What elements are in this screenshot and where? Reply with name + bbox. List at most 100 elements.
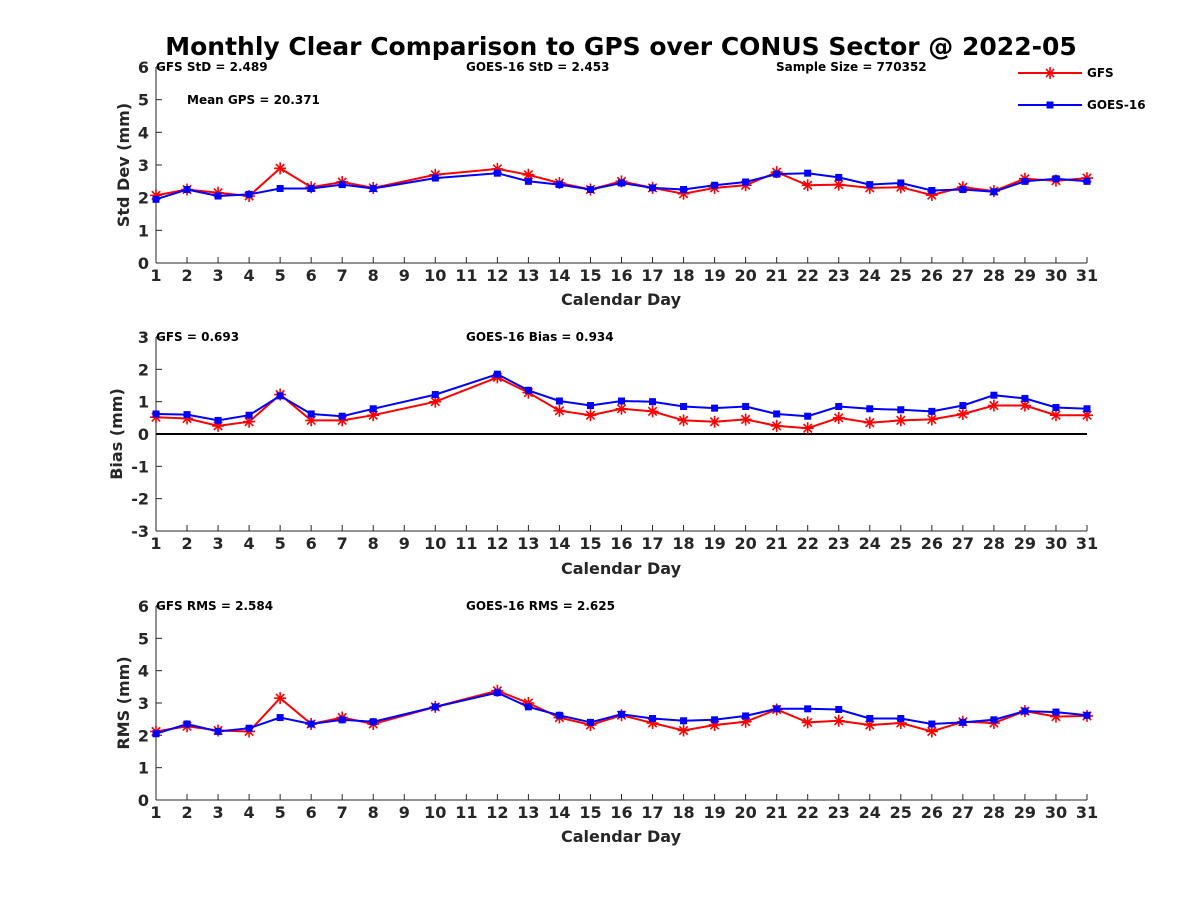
x-tick-label: 13 (517, 803, 539, 822)
x-axis-label: Calendar Day (561, 290, 682, 309)
series-goes-16-point (773, 170, 781, 178)
y-tick-label: 1 (138, 759, 149, 778)
series-goes-16-point (711, 181, 719, 189)
series-gfs-point (367, 409, 380, 422)
series-goes-16-point (245, 724, 253, 732)
series-goes-16-point (711, 716, 719, 724)
y-axis-label: RMS (mm) (114, 656, 133, 749)
series-goes-16-point (555, 181, 563, 189)
x-tick-label: 26 (921, 803, 943, 822)
x-tick-label: 15 (579, 534, 601, 553)
x-tick-label: 20 (735, 803, 757, 822)
x-tick-label: 8 (368, 803, 379, 822)
series-gfs-point (646, 405, 659, 418)
x-tick-label: 26 (921, 534, 943, 553)
x-tick-label: 7 (337, 266, 348, 285)
x-tick-label: 12 (486, 803, 508, 822)
x-tick-label: 26 (921, 266, 943, 285)
series-gfs-point (615, 402, 628, 415)
x-tick-label: 14 (548, 803, 570, 822)
x-tick-label: 17 (641, 803, 663, 822)
series-gfs-point (553, 404, 566, 417)
annotation-goes16-rms: GOES-16 RMS = 2.625 (466, 599, 615, 613)
series-goes-16-point (866, 181, 874, 189)
x-tick-label: 4 (244, 266, 255, 285)
series-gfs-point (832, 411, 845, 424)
x-tick-label: 4 (244, 534, 255, 553)
x-tick-label: 25 (890, 803, 912, 822)
x-tick-label: 28 (983, 534, 1005, 553)
x-tick-label: 9 (399, 803, 410, 822)
y-axis-label: Bias (mm) (107, 388, 126, 480)
x-tick-label: 18 (672, 803, 694, 822)
x-tick-label: 3 (212, 803, 223, 822)
series-goes-16-point (431, 391, 439, 399)
series-goes-16-point (990, 391, 998, 399)
x-tick-label: 19 (703, 534, 725, 553)
y-tick-label: 2 (138, 189, 149, 208)
series-goes-16-point (338, 181, 346, 189)
series-gfs-point (863, 718, 876, 731)
series-gfs-point (801, 422, 814, 435)
series-goes-16-point (338, 412, 346, 420)
x-tick-label: 11 (455, 534, 477, 553)
x-tick-label: 22 (797, 803, 819, 822)
x-tick-label: 2 (181, 803, 192, 822)
x-tick-label: 10 (424, 803, 446, 822)
x-tick-label: 9 (399, 266, 410, 285)
series-goes-16-point (245, 190, 253, 198)
series-gfs-point (708, 415, 721, 428)
series-goes-16-point (152, 410, 160, 418)
x-tick-label: 21 (766, 266, 788, 285)
series-goes-16-point (680, 186, 688, 193)
series-goes-16-point (835, 705, 843, 713)
annotation-gfs-std: GFS StD = 2.489 (156, 60, 268, 74)
x-tick-label: 23 (828, 534, 850, 553)
x-tick-label: 20 (735, 534, 757, 553)
series-goes-16-point (928, 407, 936, 415)
series-goes-16-point (959, 402, 967, 410)
series-goes-16-point (152, 730, 160, 738)
series-gfs-point (646, 717, 659, 730)
series-gfs-point (1018, 399, 1031, 412)
series-gfs-point (925, 189, 938, 202)
series-goes-16-point (1083, 711, 1091, 719)
x-tick-label: 8 (368, 266, 379, 285)
series-goes-16-point (649, 398, 657, 406)
legend: GFS GOES-16 (1018, 66, 1146, 112)
series-goes-16-point (618, 397, 625, 405)
series-goes-16-point (524, 177, 532, 185)
x-tick-label: 28 (983, 803, 1005, 822)
series-goes-16-point (369, 405, 377, 413)
series-goes-16-point (897, 715, 905, 723)
series-gfs-point (677, 414, 690, 427)
y-tick-label: 3 (138, 694, 149, 713)
x-tick-label: 19 (703, 266, 725, 285)
x-tick-label: 30 (1045, 803, 1067, 822)
series-goes-16-point (959, 718, 967, 726)
annotation-gfs-rms: GFS RMS = 2.584 (156, 599, 273, 613)
x-tick-label: 2 (181, 266, 192, 285)
series-goes-16-point (586, 402, 594, 410)
series-gfs-point (181, 412, 194, 425)
x-axis-label: Calendar Day (561, 827, 682, 846)
series-gfs-point (801, 716, 814, 729)
series-goes-16-point (307, 720, 315, 728)
series-gfs-point (739, 715, 752, 728)
x-tick-label: 20 (735, 266, 757, 285)
x-tick-label: 15 (579, 803, 601, 822)
series-gfs-point (770, 419, 783, 432)
series-goes-16-point (276, 714, 284, 722)
series-goes-16-point (1083, 405, 1091, 413)
y-tick-label: 6 (138, 597, 149, 616)
x-tick-label: 2 (181, 534, 192, 553)
series-gfs-point (708, 718, 721, 731)
series-goes-16-point (586, 186, 594, 193)
legend-goes-square-icon (1046, 101, 1054, 109)
series-gfs-point (956, 407, 969, 420)
y-tick-label: 6 (138, 58, 149, 77)
x-axis-label: Calendar Day (561, 559, 682, 578)
series-goes-16-point (1052, 175, 1060, 183)
series-gfs-point (1081, 409, 1093, 422)
